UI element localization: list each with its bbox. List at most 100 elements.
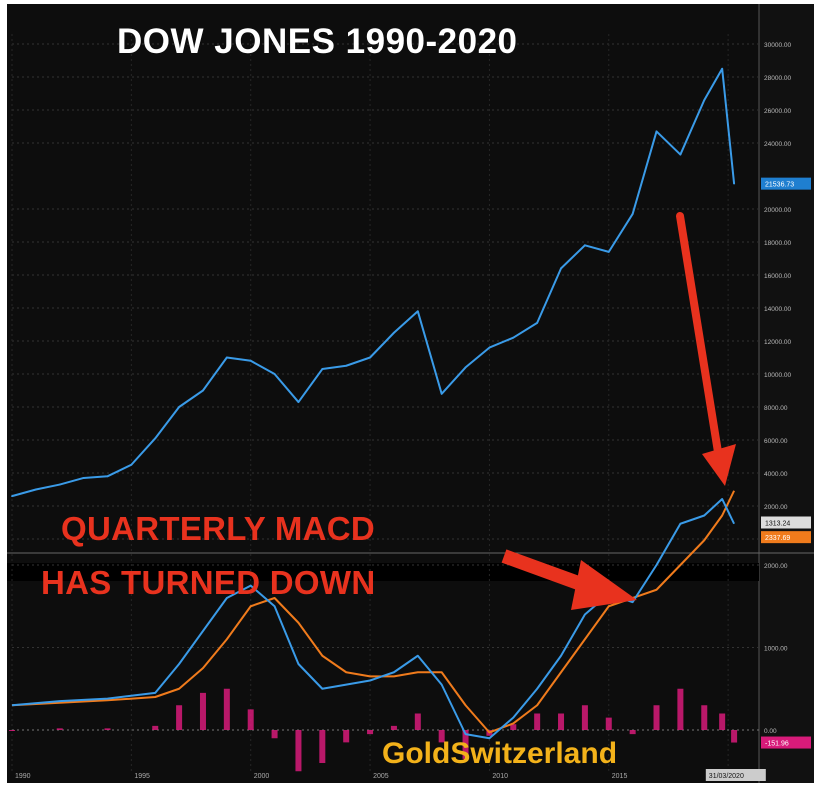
histogram-bar — [653, 705, 660, 730]
y-tick-label-bottom: 2000.00 — [764, 563, 788, 570]
y-tick-label-top: 18000.00 — [764, 240, 791, 247]
annotation-line-2: HAS TURNED DOWN — [41, 564, 376, 601]
macd-value-tag — [761, 531, 811, 544]
histogram-bar — [176, 705, 183, 730]
x-tick-label: 2010 — [492, 773, 508, 780]
histogram-bar — [462, 730, 469, 759]
histogram-bar — [438, 730, 445, 743]
histogram-bar — [223, 688, 230, 730]
price-point — [82, 477, 85, 479]
histogram-bar — [295, 730, 302, 772]
x-tick-label: 2015 — [612, 773, 628, 780]
x-tick-label: 31/03/2020 — [709, 773, 744, 780]
chart-canvas: 30000.0028000.0026000.0024000.0020000.00… — [7, 4, 814, 783]
price-point — [202, 389, 204, 392]
histogram-bar — [271, 730, 278, 739]
price-point — [321, 368, 324, 370]
price-point — [273, 373, 276, 375]
price-point — [721, 67, 724, 70]
histogram-bar — [319, 730, 326, 763]
x-tick-label: 1995 — [134, 773, 150, 780]
chart-title: DOW JONES 1990-2020 — [117, 22, 518, 61]
price-point — [703, 99, 706, 101]
y-tick-label-top: 20000.00 — [764, 207, 791, 214]
histogram-bar — [199, 692, 206, 730]
macd-value-label: -151.96 — [765, 741, 789, 748]
price-point — [34, 488, 37, 491]
histogram-bar — [677, 688, 684, 730]
price-point — [631, 213, 634, 215]
y-tick-label-top: 16000.00 — [764, 273, 791, 280]
histogram-bar — [247, 709, 254, 730]
y-tick-label-top: 4000.00 — [764, 471, 788, 478]
price-point — [297, 401, 300, 403]
price-point — [225, 356, 228, 359]
macd-value-tag — [761, 736, 811, 749]
last-value-label: 21536.73 — [765, 182, 794, 189]
histogram-bar — [367, 730, 374, 735]
histogram-bar — [558, 713, 565, 730]
histogram-bar — [390, 725, 397, 730]
price-point — [345, 364, 348, 367]
y-tick-label-bottom: 1000.00 — [764, 646, 788, 653]
y-tick-label-top: 24000.00 — [764, 141, 791, 148]
right-axis-strip — [759, 4, 814, 783]
price-point — [733, 182, 735, 185]
baseline-tag — [761, 516, 811, 529]
price-point — [440, 392, 443, 395]
macd-value-label: 2337.69 — [765, 535, 790, 542]
histogram-bar — [9, 730, 15, 731]
price-point — [154, 437, 157, 440]
price-point — [130, 463, 133, 466]
y-tick-label-top: 10000.00 — [764, 372, 791, 379]
x-tick-highlight — [705, 769, 766, 781]
histogram-bar — [56, 728, 63, 730]
brand-label: GoldSwitzerland — [382, 737, 618, 770]
histogram-bar — [731, 730, 738, 743]
y-tick-label-top: 6000.00 — [764, 438, 788, 445]
histogram-bar — [629, 730, 636, 735]
y-tick-label-top: 30000.00 — [764, 42, 791, 49]
y-tick-label-top: 26000.00 — [764, 108, 791, 115]
price-point — [11, 495, 13, 497]
histogram-bar — [510, 724, 517, 730]
x-tick-label: 1990 — [15, 773, 31, 780]
chart-frame: 30000.00 28000.00 26000.00 24000.00 20000.00… — [7, 4, 814, 783]
annotation-line-1: QUARTERLY MACD — [61, 510, 376, 547]
baseline-label: 1313.24 — [765, 521, 790, 528]
y-tick-label-bottom: 0.00 — [764, 728, 777, 735]
price-point — [249, 359, 252, 362]
price-point — [584, 244, 586, 247]
price-point — [560, 267, 562, 270]
price-point — [106, 475, 109, 478]
price-point — [679, 153, 682, 156]
last-value-tag — [761, 177, 811, 190]
price-point — [369, 356, 371, 359]
price-point — [512, 336, 515, 339]
histogram-bar — [581, 705, 588, 730]
price-point — [536, 321, 539, 324]
y-tick-label-top: 28000.00 — [764, 75, 791, 82]
x-tick-label: 2000 — [254, 773, 270, 780]
price-point — [655, 130, 658, 133]
histogram-bar — [414, 713, 421, 730]
histogram-bar — [701, 705, 708, 730]
histogram-bar — [534, 713, 541, 730]
y-tick-label-top: 12000.00 — [764, 339, 791, 346]
price-point — [58, 483, 61, 486]
histogram-bar — [152, 725, 159, 730]
histogram-bar — [343, 730, 350, 743]
y-tick-label-top: 2000.00 — [764, 504, 788, 511]
price-point — [488, 346, 491, 349]
price-point — [464, 366, 467, 369]
price-series-line — [11, 67, 736, 498]
price-point — [393, 331, 395, 334]
price-point — [178, 406, 180, 408]
arrow-down-head — [702, 444, 736, 486]
macd-line — [11, 498, 735, 740]
histogram-bar — [605, 717, 612, 730]
arrow-down-icon — [676, 212, 722, 456]
arrow-right-head — [571, 560, 637, 610]
price-point — [607, 251, 610, 253]
histogram-bar — [104, 728, 111, 730]
